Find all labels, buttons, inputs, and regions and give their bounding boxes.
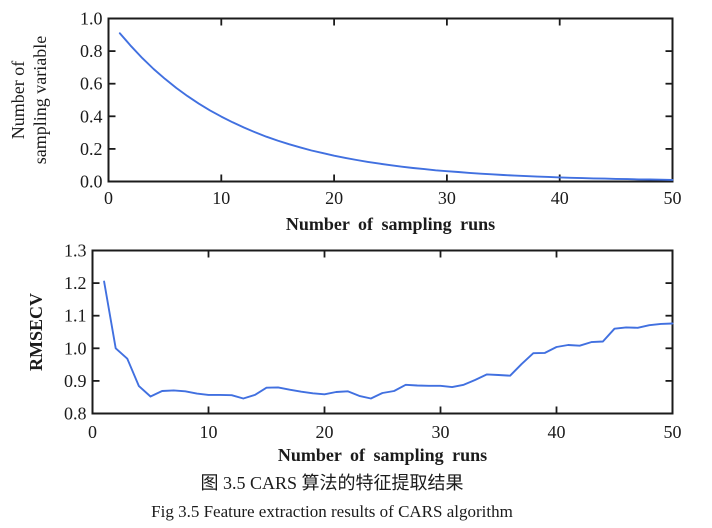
sampling-variables-x-axis-title: Number of sampling runs [286, 214, 495, 234]
x-tick-label: 30 [432, 422, 450, 442]
x-tick-label: 30 [438, 188, 456, 208]
sampling-variables-series-line [118, 32, 674, 181]
y-axis-title-line: sampling variable [30, 36, 50, 164]
x-tick-label: 20 [325, 188, 343, 208]
x-tick-label: 10 [200, 422, 218, 442]
x-tick-label: 10 [212, 188, 230, 208]
y-tick-label: 0.9 [64, 371, 87, 391]
x-tick-label: 0 [88, 422, 97, 442]
y-tick-label: 1.1 [64, 306, 87, 326]
y-tick-label: 0.6 [80, 74, 103, 94]
cars-figure-plots: 0 10 20 30 40 50 0.0 0.2 0.4 0.6 0.8 1.0 Number of s… [8, 9, 682, 466]
rmsecv-chart: 0 10 20 30 40 50 0.8 0.9 1.0 1.1 1.2 1.3 Number of s… [26, 241, 682, 466]
caption-chinese: 图 3.5 CARS 算法的特征提取结果 [200, 473, 464, 493]
y-tick-label: 0.8 [80, 41, 103, 61]
x-tick-label: 0 [104, 188, 113, 208]
rmsecv-series-line [103, 280, 674, 400]
x-tick-label: 40 [548, 422, 566, 442]
x-tick-label: 50 [664, 188, 682, 208]
y-tick-label: 1.0 [80, 9, 103, 29]
sampling-variables-chart: 0 10 20 30 40 50 0.0 0.2 0.4 0.6 0.8 1.0 Number of s… [8, 9, 682, 235]
y-tick-label: 1.2 [64, 273, 87, 293]
y-tick-label: 0.0 [80, 172, 103, 192]
rmsecv-tick-marks [92, 250, 673, 414]
y-axis-title-line: Number of [8, 61, 28, 139]
y-tick-label: 0.8 [64, 404, 87, 424]
rmsecv-y-axis-title: RMSECV [26, 293, 46, 371]
sampling-variables-tick-marks [108, 18, 673, 182]
caption-english: Fig 3.5 Feature extraction results of CA… [151, 502, 513, 521]
y-tick-label: 1.3 [64, 241, 87, 261]
x-tick-label: 50 [664, 422, 682, 442]
sampling-variables-y-axis-title: Number of sampling variable [8, 36, 50, 164]
x-tick-label: 40 [551, 188, 569, 208]
rmsecv-plot-border [91, 249, 674, 415]
y-tick-label: 1.0 [64, 338, 87, 358]
sampling-variables-plot-border [107, 17, 674, 183]
x-tick-label: 20 [316, 422, 334, 442]
rmsecv-x-axis-title: Number of sampling runs [278, 445, 487, 465]
y-tick-label: 0.2 [80, 139, 103, 159]
y-tick-label: 0.4 [80, 106, 103, 126]
